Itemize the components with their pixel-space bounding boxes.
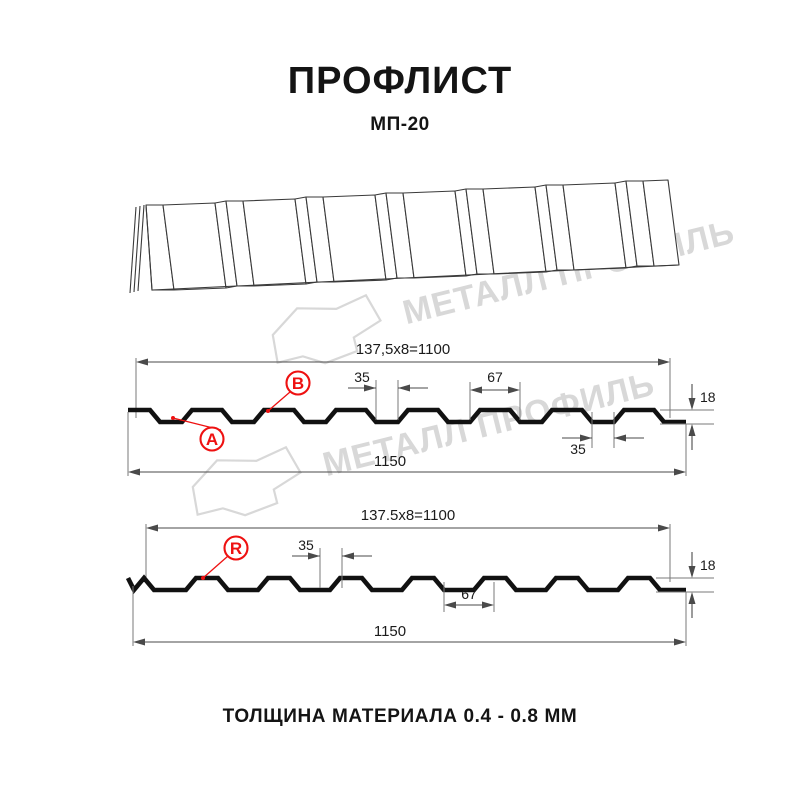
dim-rib-base-67-label: 67: [487, 369, 503, 385]
iso-ribs: [145, 179, 680, 291]
dim-height-18-bottom: 18: [656, 552, 716, 618]
dim-total-top: 1150: [127, 412, 687, 476]
marker-a-circle: [199, 426, 225, 452]
page-title: ПРОФЛИСТ: [287, 60, 513, 102]
iso-sheet: [129, 179, 680, 294]
dim-total-top-label: 1150: [374, 453, 406, 470]
material-thickness-note: ТОЛЩИНА МАТЕРИАЛА 0.4 - 0.8 ММ: [222, 706, 578, 727]
dim-rib-top-35-bottom-label: 35: [298, 537, 314, 553]
iso-edge-2: [133, 205, 141, 293]
marker-r-label: R: [230, 539, 242, 558]
dim-rib-top-35: 35: [348, 369, 428, 420]
marker-r-circle: [223, 535, 249, 561]
iso-base-line: [145, 204, 680, 291]
marker-a: A: [171, 416, 225, 452]
marker-b-circle: [285, 370, 311, 396]
dim-total-bottom-label: 1150: [374, 623, 406, 640]
dim-rib-base-67-bottom-label: 67: [461, 586, 477, 602]
watermark-logo-shape: [271, 293, 382, 365]
dim-rib-top-35-bottom: 35: [292, 537, 372, 588]
iso-edge-3: [137, 204, 145, 292]
profile-top-path: [128, 407, 686, 425]
marker-b-label: B: [292, 374, 304, 393]
dim-rib-lower-35: 35: [562, 412, 644, 457]
header: ПРОФЛИСТ МП-20: [0, 62, 800, 136]
marker-r: R: [201, 535, 249, 580]
dim-height-18-label: 18: [700, 389, 716, 405]
dim-rib-lower-35-label: 35: [570, 441, 586, 457]
dim-pitch-top: 137,5x8=1100: [135, 341, 671, 418]
dim-rib-top-35-label: 35: [354, 369, 370, 385]
dim-pitch-top-label: 137,5x8=1100: [356, 341, 450, 358]
dim-total-bottom: 1150: [132, 586, 687, 646]
profile-bottom-path: [125, 574, 686, 595]
dim-rib-base-67: 67: [469, 369, 521, 420]
dim-pitch-bottom-label: 137.5x8=1100: [361, 507, 455, 524]
dim-height-18: 18: [660, 384, 716, 450]
dim-rib-base-67-bottom: 67: [443, 582, 495, 612]
watermark-logo-shape-2: [191, 445, 302, 517]
iso-edge-1: [129, 206, 137, 294]
dim-height-18-bottom-label: 18: [700, 557, 716, 573]
marker-b: B: [266, 370, 311, 413]
dim-pitch-bottom: 137.5x8=1100: [145, 507, 671, 582]
marker-a-label: A: [206, 430, 218, 449]
page-subtitle: МП-20: [370, 114, 430, 135]
